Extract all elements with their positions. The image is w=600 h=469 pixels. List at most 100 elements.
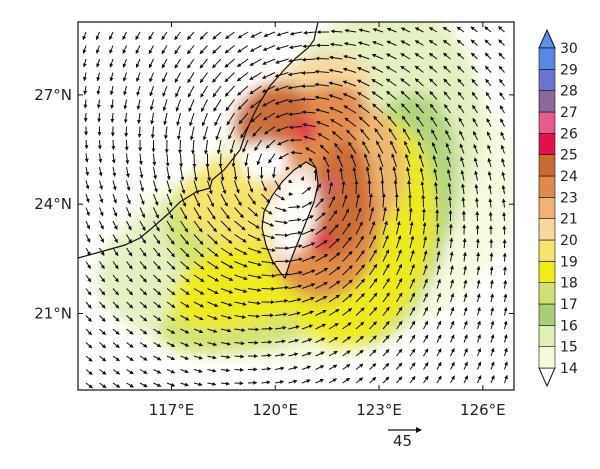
wind-vector [499, 78, 505, 87]
wind-vector [501, 184, 506, 195]
wind-vector [220, 328, 232, 333]
wind-vector [274, 233, 289, 238]
wind-vector [423, 362, 429, 370]
wind-vector [490, 361, 495, 370]
wind-vector [406, 166, 411, 181]
wind-vector [176, 112, 181, 126]
wind-vector [369, 349, 377, 357]
wind-vector [450, 348, 455, 357]
wind-vector [355, 193, 361, 208]
wind-vector [362, 140, 370, 154]
wind-vector [485, 91, 492, 100]
wind-vector [423, 264, 428, 276]
wind-vector [303, 30, 316, 35]
wind-vector [342, 336, 352, 343]
wind-vector [409, 263, 415, 276]
colorbar-level-label: 24 [560, 169, 578, 185]
wind-vector [166, 288, 176, 296]
wind-vector [372, 40, 384, 46]
wind-vector [247, 301, 261, 306]
colorbar-segment [538, 282, 556, 305]
wind-vector [328, 336, 339, 343]
wind-vector [288, 45, 303, 50]
wind-vector [212, 45, 222, 54]
wind-vector [301, 228, 315, 235]
wind-vector [274, 312, 288, 317]
wind-vector [445, 129, 451, 141]
wind-vector [112, 342, 120, 349]
wind-vector [180, 301, 190, 308]
wind-vector [234, 247, 248, 255]
wind-vector [139, 247, 147, 257]
wind-vector [288, 284, 303, 289]
lat-tick-label: 24°N [34, 195, 72, 213]
wind-vector [264, 126, 276, 135]
wind-vector [301, 351, 312, 357]
wind-vector [84, 153, 89, 163]
wind-vector [443, 65, 451, 73]
wind-vector [490, 320, 495, 330]
wind-vector [207, 355, 217, 360]
wind-vector [122, 58, 127, 68]
wind-vector [414, 65, 424, 73]
wind-vector [328, 195, 336, 208]
wind-vector [396, 376, 403, 384]
wind-vector [422, 222, 427, 235]
wind-vector [137, 126, 142, 138]
lon-tick-label: 126°E [460, 401, 506, 419]
wind-vector [288, 352, 299, 357]
wind-vector [200, 85, 208, 98]
wind-vector [342, 208, 350, 222]
wind-vector [288, 257, 303, 262]
wind-vector [458, 117, 465, 127]
wind-vector [271, 166, 276, 179]
wind-vector [85, 301, 92, 309]
wind-vector [139, 234, 147, 244]
wind-vector [301, 283, 316, 289]
wind-vector [487, 157, 492, 168]
wind-vector [233, 166, 238, 181]
wind-vector [329, 106, 343, 114]
colorbar-segment [538, 218, 556, 241]
wind-vector [374, 128, 384, 141]
wind-vector [277, 139, 289, 146]
wind-vector [149, 99, 154, 111]
wind-vector [234, 328, 246, 333]
wind-vector [276, 126, 289, 132]
wind-vector [99, 328, 106, 336]
wind-vector [180, 180, 186, 195]
wind-vector [342, 279, 353, 289]
wind-vector [369, 376, 377, 384]
wind-vector [460, 156, 465, 168]
wind-vector [288, 244, 303, 249]
wind-vector [436, 361, 442, 370]
wind-vector [477, 347, 482, 357]
wind-vector [126, 342, 134, 348]
wind-vector [387, 115, 397, 127]
wind-vector [371, 53, 384, 60]
wind-vector [166, 207, 174, 220]
wind-vector [261, 207, 273, 215]
wind-vector [85, 234, 91, 243]
wind-vector [220, 220, 232, 232]
wind-vector [342, 80, 357, 87]
wind-vector [261, 247, 276, 252]
wind-vector [417, 141, 424, 154]
wind-vector [247, 180, 254, 193]
wind-vector [161, 45, 168, 55]
wind-vector [153, 328, 162, 335]
wind-vector [357, 41, 370, 46]
wind-vector [402, 128, 411, 141]
wind-vector [207, 261, 219, 270]
wind-vector [242, 139, 249, 153]
wind-vector [180, 328, 190, 334]
wind-vector [193, 274, 205, 283]
wind-vector [85, 382, 93, 389]
wind-vector [369, 263, 378, 276]
wind-vector [261, 286, 276, 291]
wind-vector [212, 58, 222, 69]
wind-vector [234, 193, 242, 207]
wind-vector [161, 58, 168, 69]
wind-vector [502, 211, 507, 222]
wind-vector [369, 278, 378, 289]
